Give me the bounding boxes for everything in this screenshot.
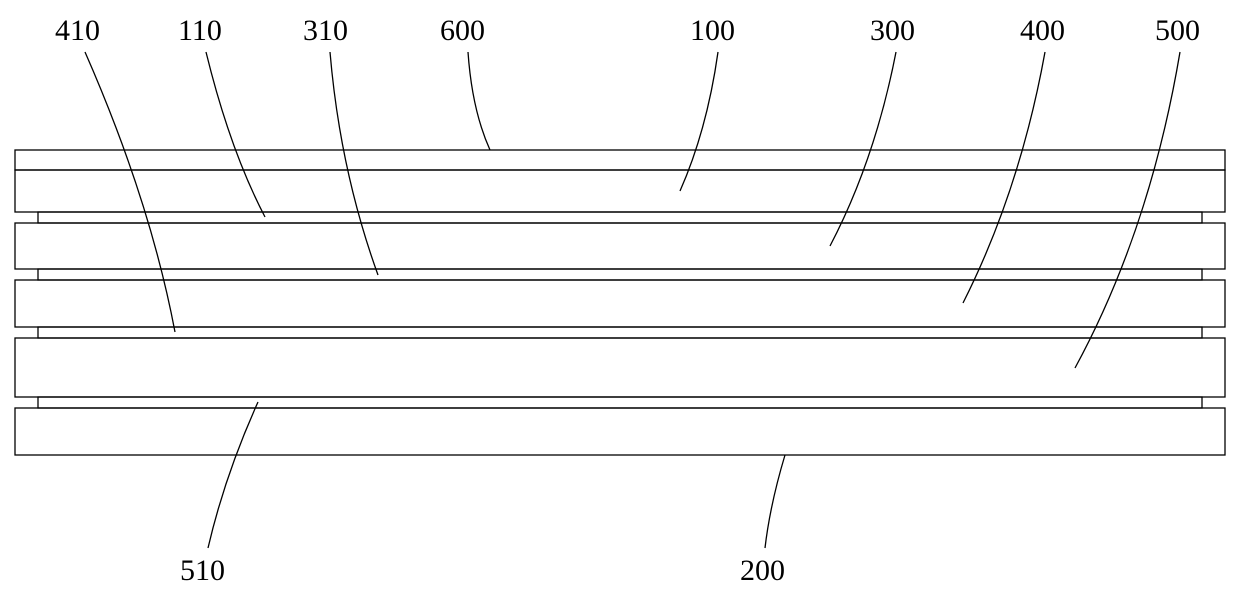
lead-310 [330, 52, 378, 275]
layer-410 [38, 327, 1202, 338]
layer-510 [38, 397, 1202, 408]
layer-500 [15, 338, 1225, 397]
lead-400 [963, 52, 1045, 303]
reference-label-410: 410 [55, 14, 100, 48]
reference-label-300: 300 [870, 14, 915, 48]
reference-label-600: 600 [440, 14, 485, 48]
reference-label-310: 310 [303, 14, 348, 48]
reference-label-110: 110 [178, 14, 222, 48]
layer-200 [15, 408, 1225, 455]
reference-label-200: 200 [740, 554, 785, 588]
reference-label-510: 510 [180, 554, 225, 588]
layer-100 [15, 170, 1225, 212]
reference-label-400: 400 [1020, 14, 1065, 48]
lead-200 [765, 455, 785, 548]
lead-300 [830, 52, 896, 246]
leader-lines [85, 52, 1180, 548]
layer-300 [15, 223, 1225, 269]
layer-600 [15, 150, 1225, 170]
lead-600 [468, 52, 490, 150]
lead-110 [206, 52, 265, 217]
layer-310 [38, 269, 1202, 280]
diagram-canvas [0, 0, 1240, 598]
layer-110 [38, 212, 1202, 223]
layer-stack [15, 150, 1225, 455]
lead-510 [208, 402, 258, 548]
reference-label-100: 100 [690, 14, 735, 48]
reference-label-500: 500 [1155, 14, 1200, 48]
layer-400 [15, 280, 1225, 327]
lead-410 [85, 52, 175, 332]
lead-500 [1075, 52, 1180, 368]
